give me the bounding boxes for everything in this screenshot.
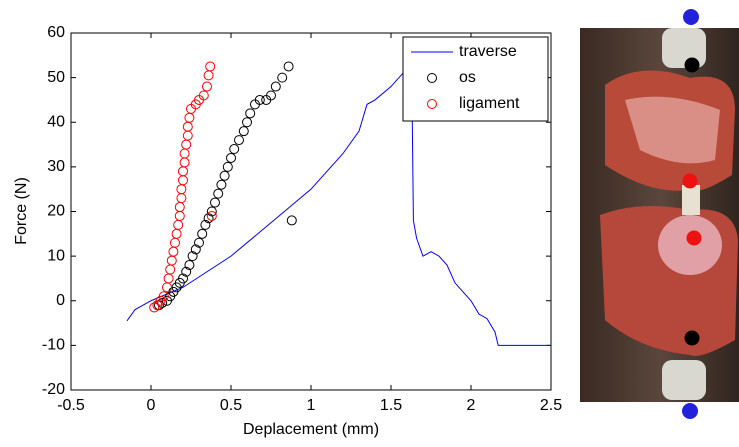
data-point bbox=[283, 61, 294, 72]
data-point bbox=[181, 266, 192, 277]
data-point bbox=[219, 170, 230, 181]
y-tick-label: 50 bbox=[47, 69, 65, 86]
data-point bbox=[200, 219, 211, 230]
x-tick-label: 0 bbox=[147, 397, 156, 414]
y-tick-label: -20 bbox=[42, 381, 65, 398]
data-point bbox=[226, 152, 236, 163]
x-tick-label: 2.5 bbox=[540, 397, 562, 414]
data-point bbox=[222, 161, 233, 172]
x-tick-label: 1.5 bbox=[380, 397, 402, 414]
data-point bbox=[270, 81, 281, 92]
data-point bbox=[254, 94, 265, 105]
legend: traverse os ligament bbox=[402, 36, 549, 122]
data-point bbox=[198, 90, 209, 101]
data-point bbox=[157, 297, 168, 308]
x-axis-label: Deplacement (mm) bbox=[243, 421, 379, 438]
data-point bbox=[234, 135, 244, 146]
y-tick-label: 10 bbox=[47, 247, 65, 264]
data-point bbox=[149, 302, 160, 313]
y-tick-label: -10 bbox=[42, 337, 65, 354]
data-point bbox=[210, 197, 220, 208]
data-point bbox=[203, 213, 214, 224]
photo bbox=[580, 9, 739, 419]
data-point bbox=[213, 188, 224, 199]
traverse-line bbox=[126, 67, 551, 346]
y-tick-label: 40 bbox=[47, 113, 65, 130]
x-tick-label: -0.5 bbox=[57, 397, 85, 414]
data-point bbox=[206, 206, 217, 217]
data-point bbox=[197, 228, 208, 239]
data-point bbox=[286, 215, 297, 226]
data-point bbox=[245, 108, 256, 119]
data-point bbox=[178, 273, 188, 284]
data-point bbox=[229, 144, 240, 155]
data-point bbox=[206, 210, 217, 221]
legend-label: os bbox=[459, 69, 476, 86]
data-point bbox=[205, 61, 216, 72]
x-tick-label: 0.5 bbox=[220, 397, 242, 414]
data-point bbox=[266, 90, 276, 101]
legend-label: traverse bbox=[459, 43, 517, 60]
x-tick-label: 1 bbox=[307, 397, 316, 414]
legend-label: ligament bbox=[459, 95, 520, 112]
data-point bbox=[187, 251, 198, 262]
y-tick-label: 30 bbox=[47, 158, 65, 175]
y-tick-label: 0 bbox=[56, 292, 65, 309]
data-point bbox=[238, 126, 249, 137]
data-point bbox=[184, 260, 195, 271]
y-tick-label: 20 bbox=[47, 203, 65, 220]
legend-swatch bbox=[427, 99, 437, 109]
data-point bbox=[277, 72, 288, 83]
data-point bbox=[194, 237, 204, 248]
data-point bbox=[216, 179, 227, 190]
data-point bbox=[242, 117, 252, 128]
data-point bbox=[158, 291, 169, 302]
y-axis-label: Force (N) bbox=[13, 177, 30, 245]
data-point bbox=[202, 81, 212, 92]
x-tick-label: 2 bbox=[467, 397, 476, 414]
legend-swatch bbox=[427, 73, 437, 83]
y-tick-label: 60 bbox=[47, 24, 65, 41]
data-point bbox=[190, 244, 201, 255]
